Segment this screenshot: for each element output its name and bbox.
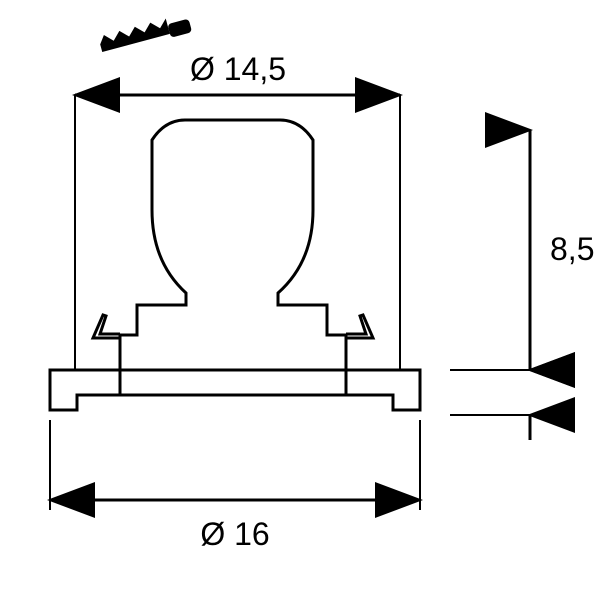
- height-label: 8,5: [550, 231, 594, 267]
- cutout-diameter-label: Ø 14,5: [190, 51, 286, 87]
- fixture-outline: [50, 120, 420, 410]
- dimension-drawing: Ø 14,5 8,5 1 Ø 16: [0, 0, 600, 600]
- flange-label: 1: [555, 396, 573, 432]
- dim-flange: 1: [450, 345, 573, 440]
- outer-diameter-label: Ø 16: [200, 516, 269, 552]
- dim-outer-diameter: Ø 16: [50, 420, 420, 552]
- dim-height: 8,5: [450, 130, 594, 370]
- saw-icon: [98, 13, 192, 56]
- dim-cutout-diameter: Ø 14,5: [75, 51, 400, 370]
